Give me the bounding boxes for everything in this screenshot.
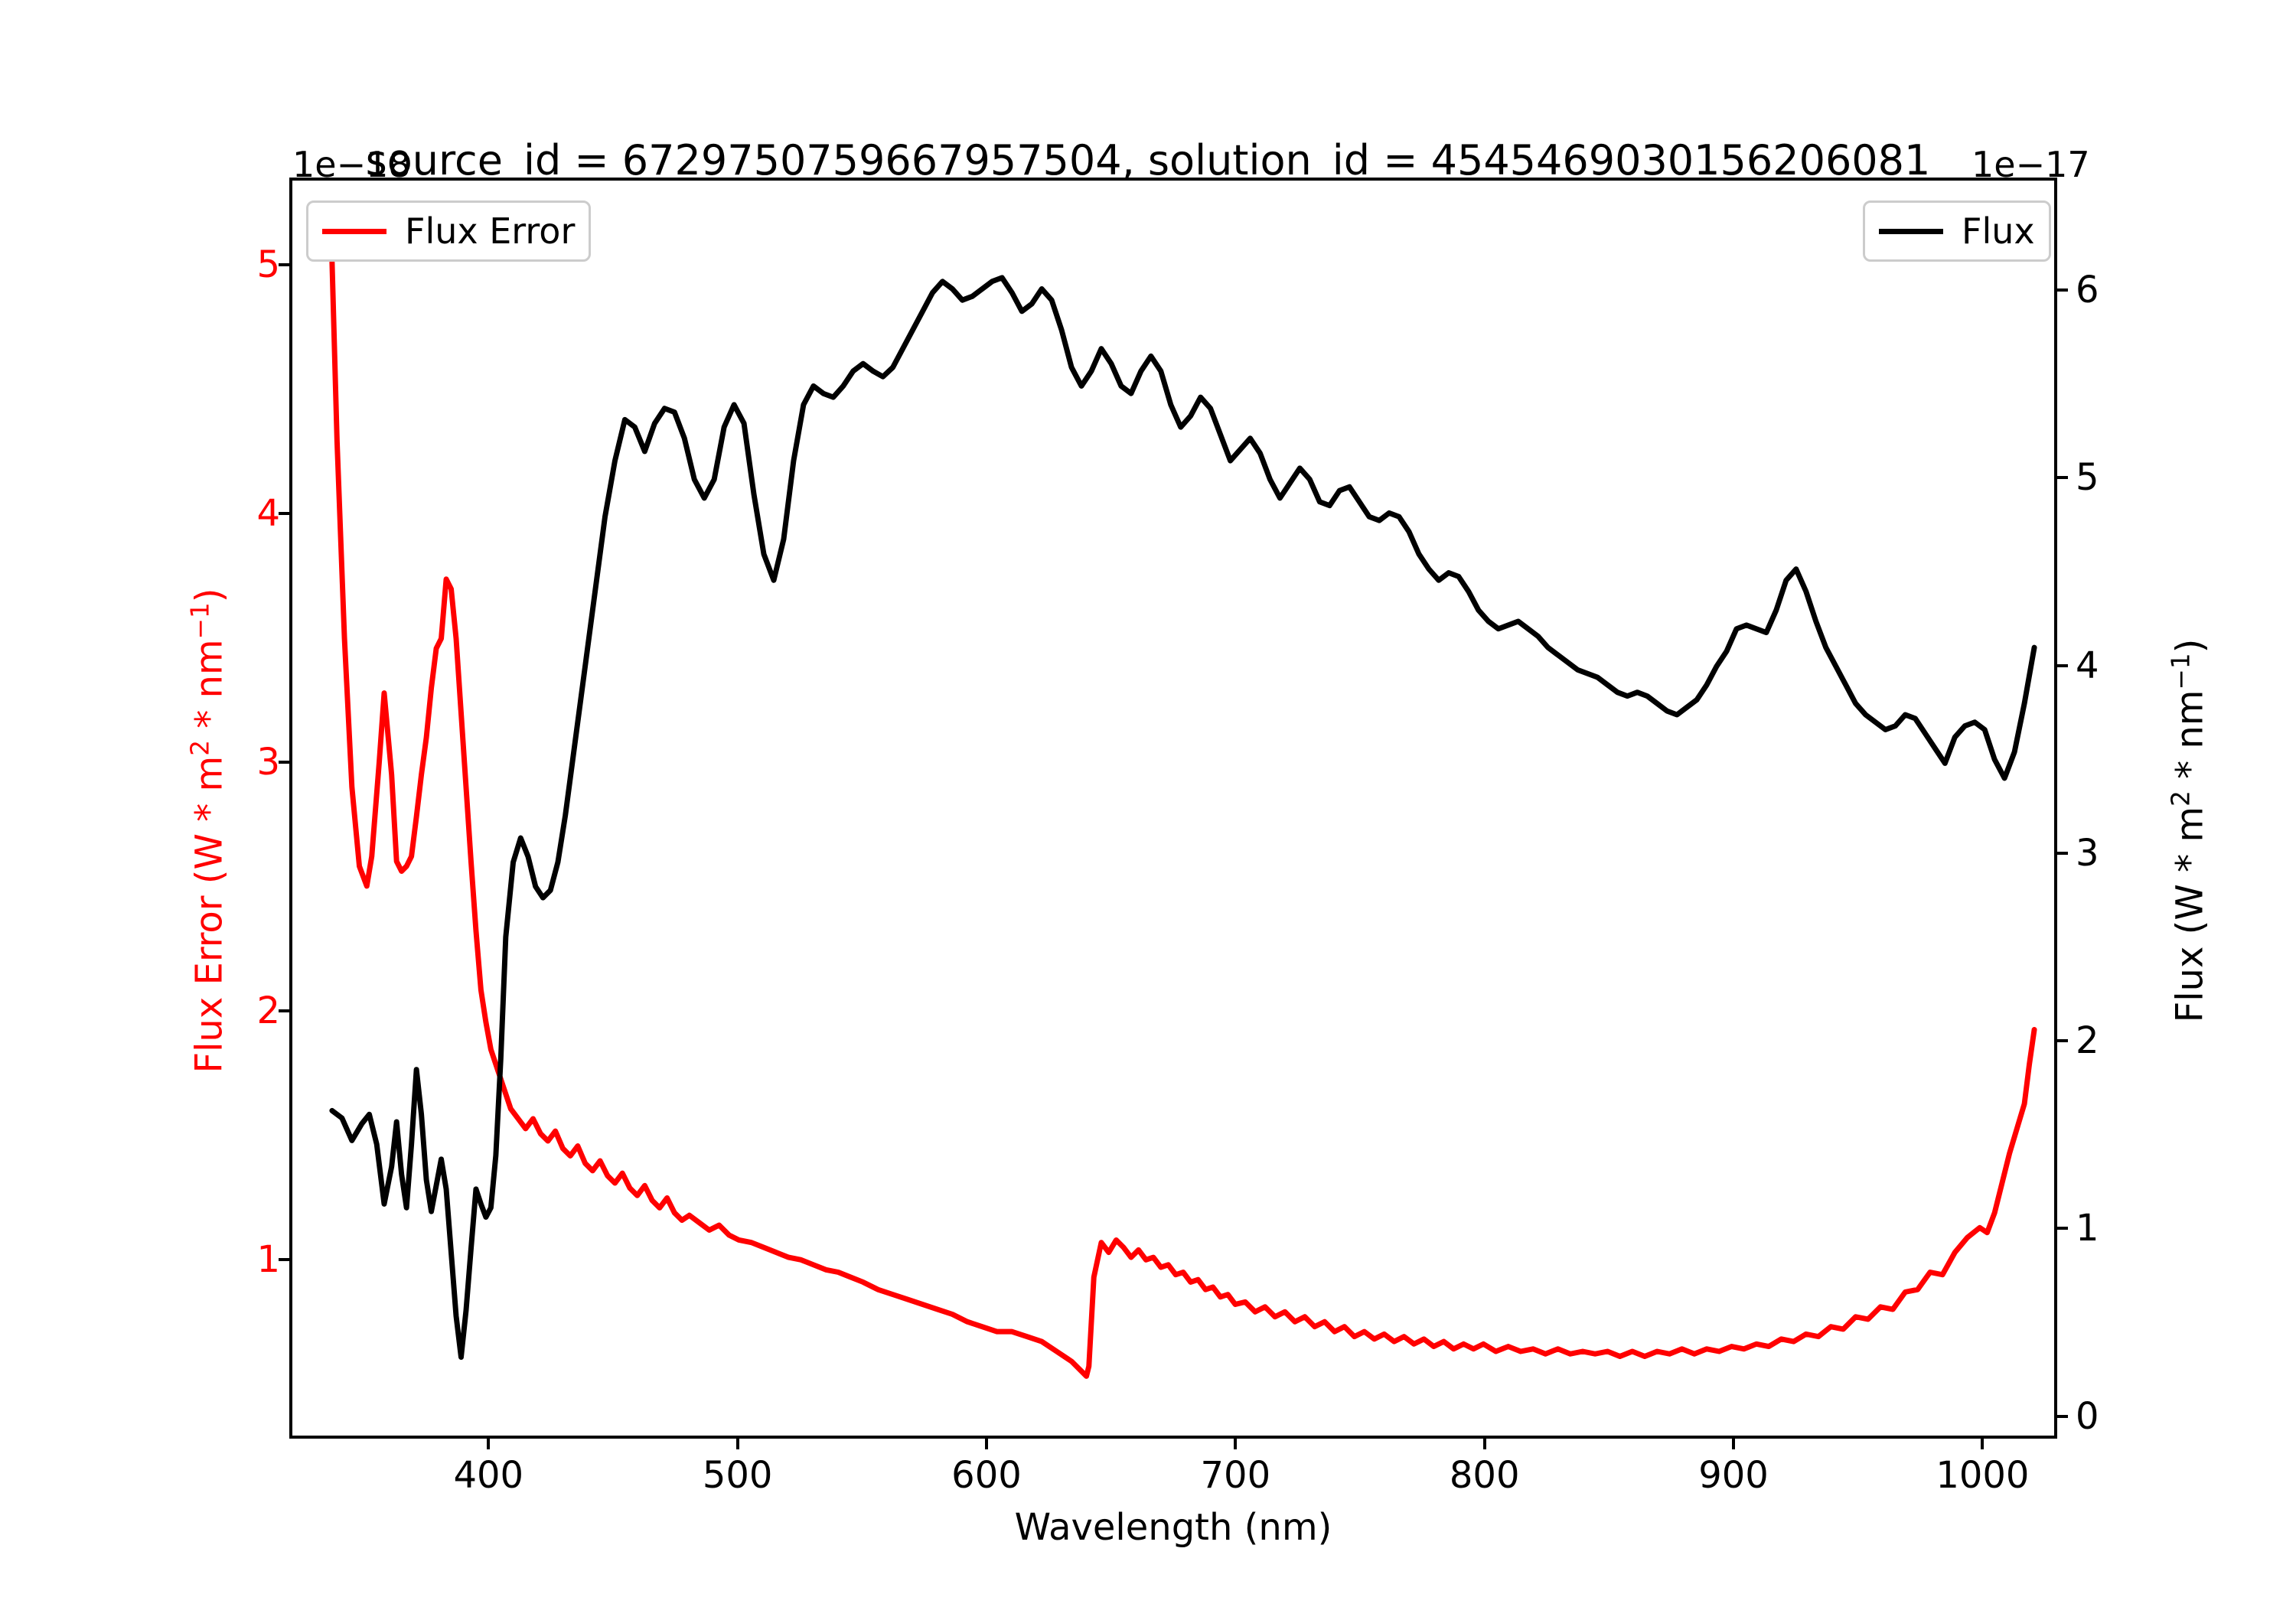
right-y-tick-mark (2057, 476, 2068, 480)
right-y-tick-mark (2057, 1227, 2068, 1231)
x-tick-mark (735, 1439, 739, 1449)
plot-area (289, 178, 2057, 1439)
left-y-tick-mark (279, 511, 289, 515)
x-axis-label: Wavelength (nm) (1014, 1506, 1332, 1549)
legend-swatch-flux (1879, 228, 1943, 234)
right-y-tick-mark (2057, 1414, 2068, 1418)
left-y-tick-label-3: 3 (256, 740, 280, 784)
x-tick-mark (487, 1439, 491, 1449)
right-y-tick-label-1: 1 (2076, 1207, 2099, 1250)
left-y-tick-label-5: 5 (256, 243, 280, 286)
right-axis-label: Flux (W * m2 * nm−1) (2166, 638, 2212, 1023)
x-tick-label-600: 600 (951, 1454, 1022, 1497)
right-y-tick-label-2: 2 (2076, 1019, 2099, 1063)
x-tick-label-800: 800 (1449, 1454, 1520, 1497)
right-y-tick-label-4: 4 (2076, 644, 2099, 687)
right-y-tick-mark (2057, 851, 2068, 855)
right-y-tick-label-0: 0 (2076, 1394, 2099, 1438)
right-y-tick-mark (2057, 1039, 2068, 1043)
x-tick-mark (1482, 1439, 1486, 1449)
right-y-tick-mark (2057, 288, 2068, 292)
x-tick-label-900: 900 (1698, 1454, 1769, 1497)
x-tick-mark (984, 1439, 988, 1449)
x-tick-label-400: 400 (453, 1454, 524, 1497)
legend-flux[interactable]: Flux (1863, 200, 2051, 262)
left-y-tick-label-1: 1 (256, 1237, 280, 1281)
right-y-tick-label-6: 6 (2076, 269, 2099, 312)
left-y-tick-mark (279, 1009, 289, 1012)
left-y-tick-label-2: 2 (256, 989, 280, 1032)
left-y-tick-label-4: 4 (256, 491, 280, 535)
right-y-tick-mark (2057, 663, 2068, 667)
right-y-tick-label-5: 5 (2076, 456, 2099, 500)
x-tick-mark (1234, 1439, 1238, 1449)
left-y-tick-mark (279, 760, 289, 764)
legend-label-flux-error: Flux Error (405, 210, 576, 252)
x-tick-label-500: 500 (702, 1454, 773, 1497)
legend-swatch-flux-error (322, 228, 386, 234)
left-y-tick-mark (279, 1257, 289, 1261)
page-title: source_id = 6729750759667957504, solutio… (365, 136, 1931, 184)
left-axis-label: Flux Error (W * m2 * nm−1) (185, 588, 231, 1074)
series-line-flux (329, 275, 2037, 1360)
x-tick-mark (1732, 1439, 1736, 1449)
series-line-flux-error (329, 259, 2037, 1379)
legend-label-flux: Flux (1962, 210, 2035, 252)
right-y-tick-label-3: 3 (2076, 831, 2099, 875)
x-tick-label-1000: 1000 (1936, 1454, 2030, 1497)
x-tick-label-700: 700 (1200, 1454, 1271, 1497)
left-y-tick-mark (279, 262, 289, 266)
x-tick-mark (1981, 1439, 1985, 1449)
plot-svg (329, 259, 2037, 1379)
legend-flux-error[interactable]: Flux Error (306, 200, 592, 262)
